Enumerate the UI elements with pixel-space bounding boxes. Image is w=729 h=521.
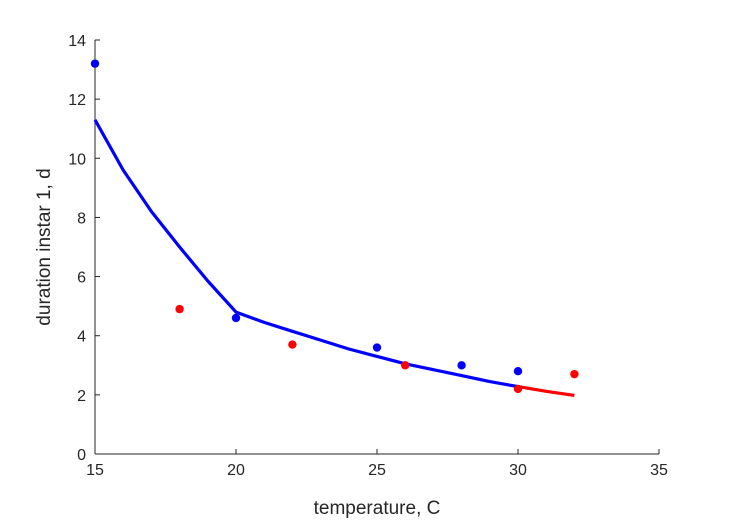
data-point: [288, 340, 297, 349]
data-point: [513, 384, 523, 394]
y-tick-label: 8: [77, 210, 86, 227]
data-point: [90, 59, 100, 68]
x-tick-label: 30: [509, 462, 527, 479]
data-point: [372, 343, 382, 352]
data-point: [570, 369, 579, 379]
y-tick-label: 10: [68, 151, 86, 168]
x-tick-label: 20: [227, 462, 245, 479]
fit-line: [517, 385, 575, 397]
y-tick-label: 2: [77, 388, 86, 405]
data-point: [513, 367, 523, 376]
y-axis-label: duration instar 1, d: [34, 168, 55, 325]
y-tick-label: 14: [68, 33, 86, 50]
x-ticks: 15 20 25 30 35: [86, 449, 668, 479]
data-point: [401, 361, 410, 370]
data-points: [90, 59, 579, 394]
y-tick-label: 6: [77, 270, 86, 287]
y-tick-label: 4: [77, 329, 86, 346]
y-ticks: 0 2 4 6 8 10 12 14: [68, 33, 100, 464]
x-tick-label: 15: [86, 462, 104, 479]
fit-line: [93, 119, 519, 389]
data-point: [175, 304, 184, 314]
y-tick-label: 12: [68, 92, 86, 109]
data-point: [231, 313, 241, 323]
x-tick-label: 35: [650, 462, 668, 479]
x-axis-label: temperature, C: [314, 498, 441, 519]
y-tick-label: 0: [77, 447, 86, 464]
fit-lines: [93, 119, 575, 397]
x-tick-label: 25: [368, 462, 386, 479]
data-point: [457, 361, 466, 370]
